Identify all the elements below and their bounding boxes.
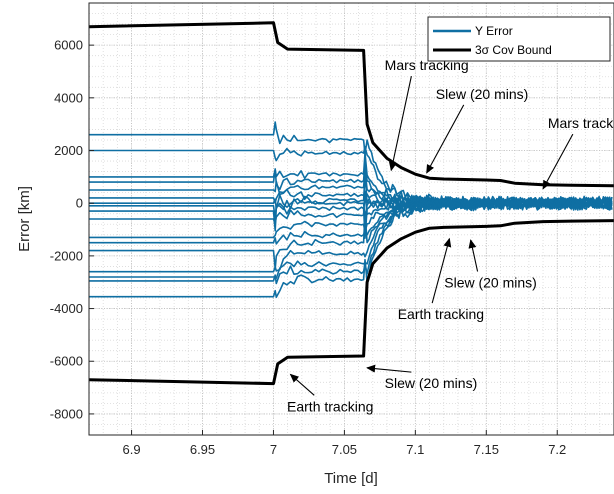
major-grid: [89, 3, 614, 435]
x-ticks: 6.9 6.95 7 7.05 7.1 7.15 7.2: [123, 430, 566, 457]
y-axis-label: Error [km]: [16, 186, 33, 252]
annotation-arrow: [431, 237, 452, 304]
legend-box: [427, 16, 611, 62]
cov-bound-series: [88, 21, 614, 386]
legend: Y Error 3σ Cov Bound: [427, 16, 611, 62]
plot-frame: [88, 2, 614, 436]
y-tick-label: 4000: [54, 90, 83, 105]
cov-bound-lower: [88, 219, 614, 386]
annotation-arrow: [426, 104, 465, 174]
x-tick-label: 6.9: [123, 442, 141, 457]
y-tick-label: -2000: [50, 248, 83, 263]
annotation-label: Mars tracking: [548, 115, 614, 131]
y-tick-label: 0: [76, 196, 83, 211]
annotation-arrow: [468, 239, 479, 272]
annotation-arrow: [542, 133, 574, 190]
x-tick-label: 7.2: [548, 442, 566, 457]
x-tick-label: 7.1: [406, 442, 424, 457]
legend-label-y-error: Y Error: [475, 24, 513, 38]
annotation-arrow: [388, 76, 412, 172]
x-axis-label: Time [d]: [324, 470, 378, 487]
y-ticks: -8000 -6000 -4000 -2000 0 2000 4000 6000: [50, 38, 94, 421]
annotation-arrow: [366, 364, 412, 373]
y-tick-label: -6000: [50, 354, 83, 369]
x-tick-label: 6.95: [190, 442, 215, 457]
x-tick-label: 7: [270, 442, 277, 457]
annotation-label: Slew (20 mins): [444, 274, 537, 290]
y-tick-label: -8000: [50, 406, 83, 421]
y-error-trace: [89, 196, 613, 285]
legend-label-cov-bound: 3σ Cov Bound: [475, 43, 552, 57]
annotation-label: Slew (20 mins): [385, 375, 478, 391]
x-tick-label: 7.15: [474, 442, 499, 457]
annotation-label: Earth tracking: [398, 306, 484, 322]
y-tick-label: -4000: [50, 301, 83, 316]
x-tick-label: 7.05: [332, 442, 357, 457]
y-error-series: [89, 121, 613, 299]
annotation-arrow: [289, 373, 315, 396]
annotation-label: Slew (20 mins): [436, 86, 529, 102]
annotation-label: Earth tracking: [287, 398, 373, 414]
y-tick-label: 6000: [54, 38, 83, 53]
y-error-trace: [89, 196, 613, 299]
cov-bound-upper: [88, 21, 614, 188]
y-tick-label: 2000: [54, 143, 83, 158]
